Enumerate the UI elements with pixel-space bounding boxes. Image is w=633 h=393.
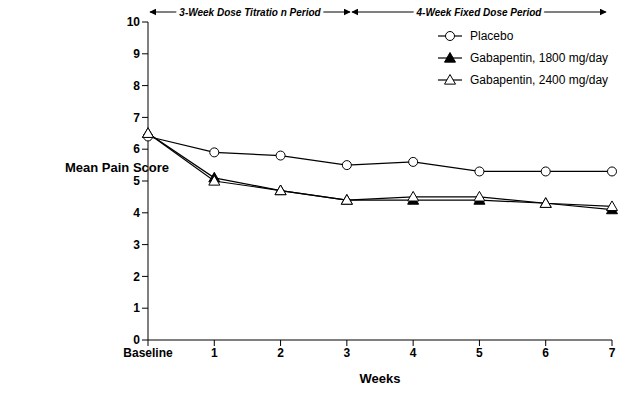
svg-text:3: 3 [133,238,140,252]
svg-text:Weeks: Weeks [360,371,401,386]
svg-text:Placebo: Placebo [470,29,514,43]
svg-text:Baseline: Baseline [123,346,173,360]
svg-text:3-Week Dose Titratio n Period: 3-Week Dose Titratio n Period [179,7,321,18]
svg-text:5: 5 [133,174,140,188]
svg-text:3: 3 [344,346,351,360]
svg-text:10: 10 [127,15,141,29]
svg-text:Gabapentin, 2400 mg/day: Gabapentin, 2400 mg/day [470,73,608,87]
svg-text:4-Week Fixed Dose Period: 4-Week Fixed Dose Period [416,7,543,18]
svg-text:6: 6 [542,346,549,360]
svg-text:Gabapentin, 1800 mg/day: Gabapentin, 1800 mg/day [470,51,608,65]
svg-text:7: 7 [133,111,140,125]
svg-text:7: 7 [609,346,616,360]
svg-text:2: 2 [133,270,140,284]
svg-text:8: 8 [133,79,140,93]
svg-text:0: 0 [133,333,140,347]
svg-text:1: 1 [211,346,218,360]
svg-text:9: 9 [133,47,140,61]
svg-text:2: 2 [277,346,284,360]
svg-text:1: 1 [133,301,140,315]
svg-text:6: 6 [133,142,140,156]
svg-text:Mean Pain Score: Mean Pain Score [65,160,169,175]
svg-text:4: 4 [133,206,140,220]
svg-text:4: 4 [410,346,417,360]
svg-text:5: 5 [476,346,483,360]
